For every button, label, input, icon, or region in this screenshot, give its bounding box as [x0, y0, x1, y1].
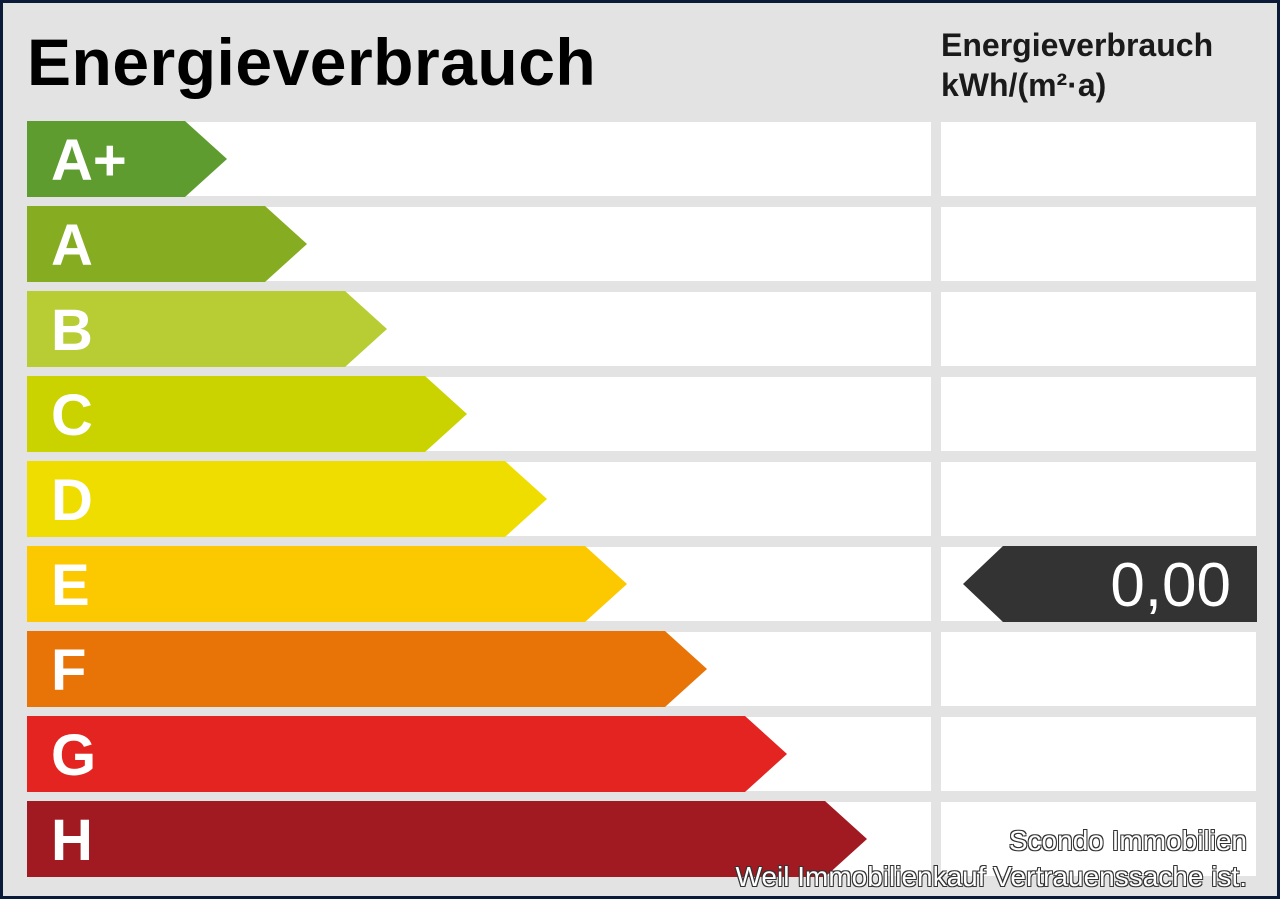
energy-class-arrow [27, 376, 467, 452]
energy-class-arrow [27, 291, 387, 367]
energy-class-label: E [51, 553, 90, 618]
energy-class-label: A+ [51, 128, 127, 193]
value-cell [941, 292, 1256, 366]
energy-class-arrow [27, 461, 547, 537]
consumption-value: 0,00 [1110, 551, 1231, 620]
energy-class-label: A [51, 213, 93, 278]
value-cell [941, 717, 1256, 791]
value-column-unit: kWh/(m²·a) [941, 67, 1107, 103]
energy-class-arrow [27, 206, 307, 282]
value-column-title: Energieverbrauch kWh/(m²·a) [941, 25, 1213, 105]
watermark-slogan: Weil Immobilienkauf Vertrauenssache ist. [735, 861, 1248, 892]
energy-class-arrow [27, 121, 227, 197]
label-title: Energieverbrauch [27, 25, 597, 99]
energy-class-arrow [27, 716, 787, 792]
value-cell [941, 462, 1256, 536]
energy-class-arrow [27, 801, 867, 877]
energy-class-label: G [51, 723, 97, 788]
energy-class-arrow [27, 546, 627, 622]
watermark-company: Scondo Immobilien [1008, 825, 1247, 856]
consumption-indicator: 0,00 [963, 546, 1257, 622]
energy-class-label: C [51, 383, 93, 448]
energy-class-label: F [51, 638, 87, 703]
value-cell [941, 122, 1256, 196]
energy-class-label: D [51, 468, 93, 533]
value-cell [941, 632, 1256, 706]
energy-class-label: B [51, 298, 93, 363]
energy-class-label: H [51, 808, 93, 873]
value-column-title-line1: Energieverbrauch [941, 27, 1214, 63]
energy-class-arrow [27, 631, 707, 707]
value-cell [941, 207, 1256, 281]
value-cell [941, 802, 1256, 876]
value-cell [941, 377, 1256, 451]
